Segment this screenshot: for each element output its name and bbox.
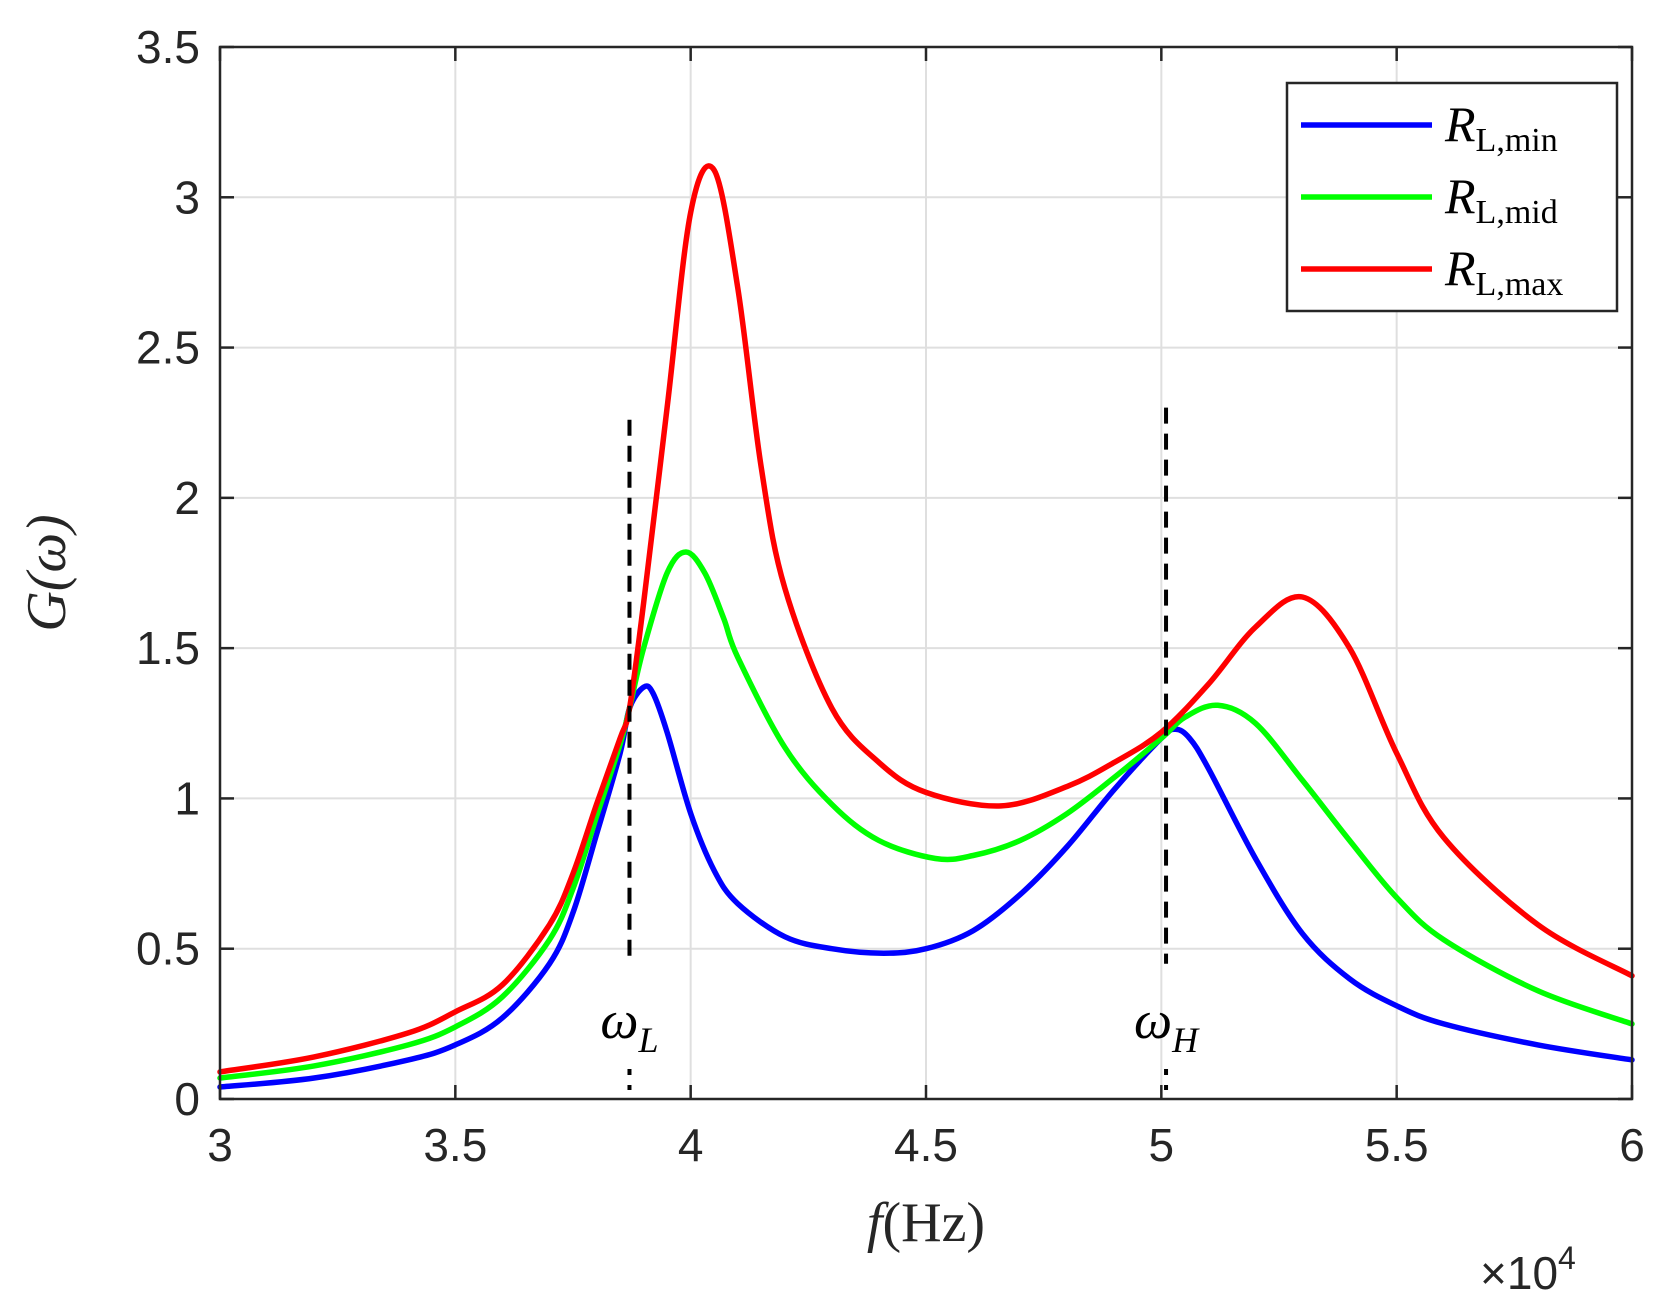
annotation-layer: ωL ωH bbox=[600, 407, 1200, 1090]
omega-H-label: ωH bbox=[1134, 990, 1200, 1060]
legend-label: RL,mid bbox=[1444, 168, 1558, 231]
legend-label: RL,min bbox=[1444, 96, 1558, 159]
legend-label-sub: L,min bbox=[1476, 122, 1558, 159]
y-tick-label: 0 bbox=[174, 1073, 200, 1125]
tick-layer: 3 3.5 4 4.5 5 5.5 6 0 0.5 1 1.5 2 2.5 3 3.5 bbox=[136, 21, 1645, 1171]
omega-L-label: ωL bbox=[600, 990, 658, 1060]
series-layer bbox=[217, 163, 1635, 1090]
x-exponent-power: 4 bbox=[1558, 1240, 1576, 1276]
x-exponent-base: ×10 bbox=[1480, 1247, 1558, 1299]
x-axis-label-unit: (Hz) bbox=[882, 1192, 985, 1254]
y-tick-label: 2.5 bbox=[136, 322, 200, 374]
series-line-l-mid bbox=[217, 549, 1635, 1081]
omega-H-subscript: H bbox=[1171, 1020, 1200, 1060]
y-tick-label: 2 bbox=[174, 472, 200, 524]
x-tick-label: 3 bbox=[207, 1119, 233, 1171]
legend-label: RL,max bbox=[1444, 240, 1563, 303]
x-axis-exponent: ×104 bbox=[1480, 1240, 1576, 1299]
omega-L-subscript: L bbox=[638, 1020, 659, 1060]
legend-label-main: R bbox=[1444, 168, 1476, 224]
legend-label-main: R bbox=[1444, 96, 1476, 152]
legend-label-sub: L,mid bbox=[1476, 194, 1558, 231]
y-axis-label: G(ω) bbox=[16, 514, 78, 631]
x-axis-label: f(Hz) bbox=[867, 1192, 985, 1254]
x-tick-label: 3.5 bbox=[423, 1119, 487, 1171]
y-tick-label: 1.5 bbox=[136, 622, 200, 674]
x-tick-label: 5 bbox=[1149, 1119, 1175, 1171]
x-tick-label: 4 bbox=[678, 1119, 704, 1171]
y-tick-label: 3 bbox=[174, 171, 200, 223]
omega-H-symbol: ω bbox=[1134, 990, 1172, 1050]
series-line-l-max bbox=[217, 163, 1635, 1075]
x-tick-label: 5.5 bbox=[1365, 1119, 1429, 1171]
y-tick-label: 0.5 bbox=[136, 923, 200, 975]
x-tick-label: 6 bbox=[1619, 1119, 1645, 1171]
series-line-l-min bbox=[217, 683, 1635, 1090]
legend-label-main: R bbox=[1444, 240, 1476, 296]
y-tick-label: 3.5 bbox=[136, 21, 200, 73]
omega-L-symbol: ω bbox=[600, 990, 638, 1050]
x-tick-label: 4.5 bbox=[894, 1119, 958, 1171]
legend-label-sub: L,max bbox=[1476, 266, 1564, 303]
y-tick-label: 1 bbox=[174, 772, 200, 824]
